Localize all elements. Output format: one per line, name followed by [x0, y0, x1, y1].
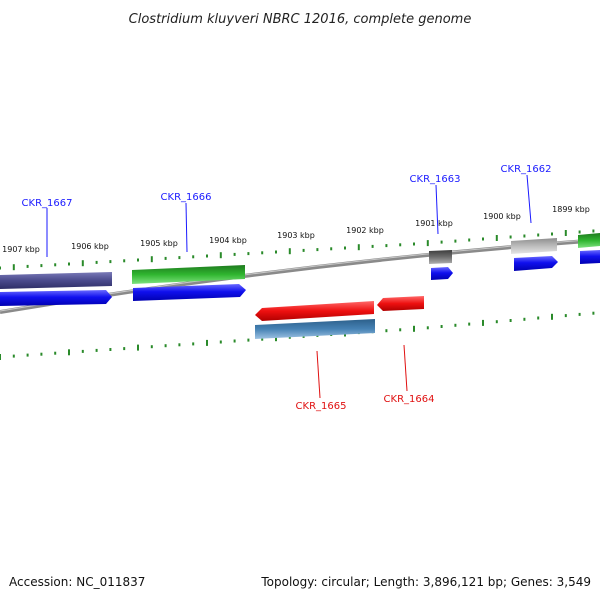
- leader-line-ckr-1664: [403, 344, 408, 392]
- kbp-label: 1905 kbp: [140, 239, 178, 248]
- kbp-label: 1899 kbp: [552, 205, 590, 214]
- leader-line-ckr-1662: [526, 174, 532, 224]
- gene-arrow-ckr-1666[interactable]: [133, 284, 246, 301]
- outer-scale-ticks: [0, 229, 595, 271]
- gene-labels: CKR_1667 CKR_1666 CKR_1665 CKR_1664 CKR_…: [22, 164, 552, 412]
- gene-arrow-ckr-1664[interactable]: [377, 296, 424, 311]
- gene-arrow-ckr-1663[interactable]: [431, 267, 453, 280]
- gene-category-bar-offscreen[interactable]: [578, 233, 600, 248]
- category-track-forward: [0, 233, 600, 289]
- gene-category-bar-ckr-1667[interactable]: [0, 272, 112, 289]
- gene-label-ckr-1665[interactable]: CKR_1665: [296, 401, 347, 412]
- gene-category-bar-ckr-1666[interactable]: [132, 265, 245, 284]
- kbp-label: 1902 kbp: [346, 226, 384, 235]
- kbp-label: 1903 kbp: [277, 231, 315, 240]
- category-track-reverse: [255, 319, 375, 339]
- gene-category-bar-ckr-1663[interactable]: [429, 250, 452, 264]
- gene-label-ckr-1667[interactable]: CKR_1667: [22, 198, 73, 209]
- accession-text: Accession: NC_011837: [9, 575, 145, 589]
- leader-line-ckr-1663: [435, 184, 439, 235]
- kbp-label: 1900 kbp: [483, 212, 521, 221]
- kbp-scale-labels: 1907 kbp 1906 kbp 1905 kbp 1904 kbp 1903…: [2, 205, 590, 254]
- gene-label-ckr-1662[interactable]: CKR_1662: [501, 164, 552, 175]
- gene-category-bar-ckr-1665[interactable]: [255, 319, 375, 339]
- gene-arrow-ckr-1662[interactable]: [514, 256, 558, 271]
- gene-arrow-ckr-1665[interactable]: [255, 301, 374, 321]
- gene-label-ckr-1663[interactable]: CKR_1663: [410, 174, 461, 185]
- kbp-label: 1904 kbp: [209, 236, 247, 245]
- gene-category-bar-ckr-1662[interactable]: [511, 238, 557, 254]
- gene-label-ckr-1666[interactable]: CKR_1666: [161, 192, 212, 203]
- gene-arrow-offscreen[interactable]: [580, 250, 600, 264]
- genome-summary-text: Topology: circular; Length: 3,896,121 bp…: [260, 575, 591, 589]
- leader-line-ckr-1666: [185, 202, 188, 253]
- forward-strand-track: [0, 250, 600, 306]
- kbp-label: 1907 kbp: [2, 245, 40, 254]
- kbp-label: 1901 kbp: [415, 219, 453, 228]
- genome-title: Clostridium kluyveri NBRC 12016, complet…: [129, 12, 472, 27]
- reverse-strand-track: [255, 296, 424, 321]
- gene-label-ckr-1664[interactable]: CKR_1664: [384, 394, 435, 405]
- gene-arrow-ckr-1667[interactable]: [0, 290, 112, 306]
- kbp-label: 1906 kbp: [71, 242, 109, 251]
- leader-line-ckr-1665: [316, 350, 321, 399]
- gene-label-leaders: [46, 174, 532, 399]
